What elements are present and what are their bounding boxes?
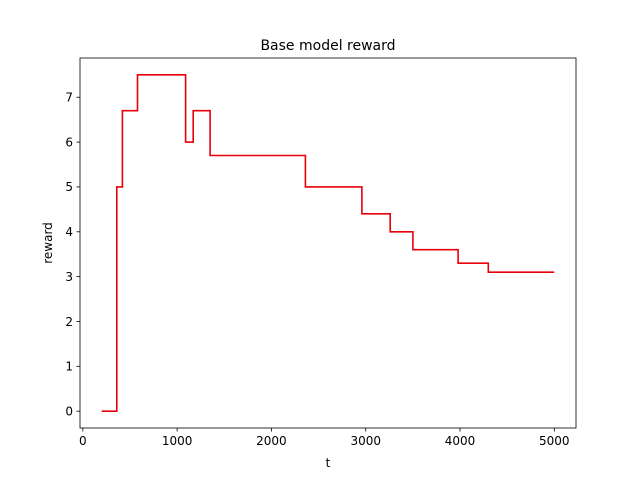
x-tick-label: 3000: [350, 434, 381, 448]
plot-area: [101, 74, 555, 412]
y-axis: 0 1 2 3 4 5 6 7: [65, 91, 80, 418]
x-tick-label: 1000: [162, 434, 193, 448]
y-tick-label: 7: [65, 91, 73, 105]
x-axis-label: t: [326, 456, 331, 470]
y-tick-label: 5: [65, 180, 73, 194]
y-tick-label: 1: [65, 360, 73, 374]
y-tick-label: 2: [65, 315, 73, 329]
x-tick-label: 0: [79, 434, 87, 448]
y-tick-label: 3: [65, 270, 73, 284]
y-tick-label: 0: [65, 404, 73, 418]
x-tick-label: 5000: [539, 434, 570, 448]
y-tick-label: 4: [65, 225, 73, 239]
x-tick-label: 2000: [256, 434, 287, 448]
x-tick-label: 4000: [445, 434, 476, 448]
axes-frame: [79, 57, 577, 429]
y-tick-label: 6: [65, 135, 73, 149]
y-axis-label: reward: [41, 222, 55, 264]
chart-title: Base model reward: [260, 38, 395, 54]
x-axis: 0 1000 2000 3000 4000 5000: [79, 428, 570, 448]
reward-series-line: [101, 74, 555, 412]
